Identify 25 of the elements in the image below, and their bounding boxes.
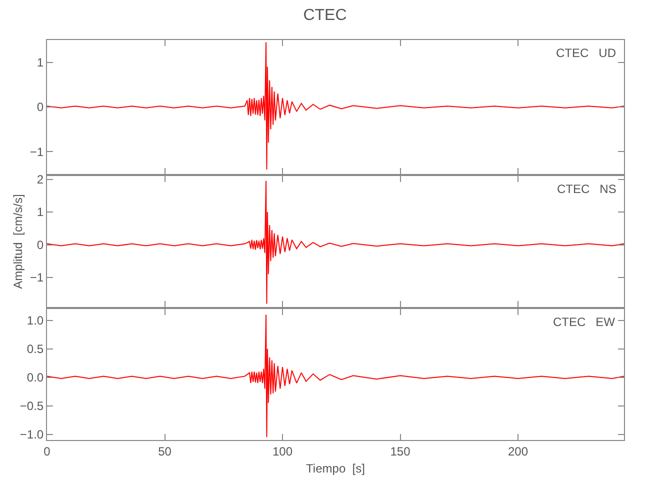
x-tick-label: 150 [390,444,411,458]
y-tick-label: −1.0 [20,428,44,442]
y-tick-label: 1.0 [26,314,44,328]
annotation: CTEC NS [557,182,616,196]
line-series [47,314,624,438]
annotation: CTEC UD [556,46,616,60]
x-axis-title: Tiempo [s] [306,461,365,476]
y-tick-label: −1 [30,144,44,159]
x-tick-label: 100 [272,444,293,458]
y-tick-label: 1 [36,56,44,70]
y-tick-label: 0 [36,100,44,114]
annotation: CTEC EW [553,315,616,329]
y-tick-label: 0.5 [26,342,44,356]
y-axis-title: Amplitud [cm/s/s] [11,194,26,289]
line-series [47,180,624,304]
y-tick-label: 0 [36,238,44,252]
y-tick-label: 1 [36,205,44,220]
line-series [47,42,624,170]
y-tick-label: 2 [36,172,44,186]
y-tick-label: −1 [30,270,44,285]
chart-title: CTEC [303,7,347,24]
x-tick-label: 50 [158,444,172,458]
y-tick-label: 0.0 [26,370,44,385]
y-tick-label: −0.5 [20,399,44,414]
x-tick-label: 200 [508,444,528,458]
